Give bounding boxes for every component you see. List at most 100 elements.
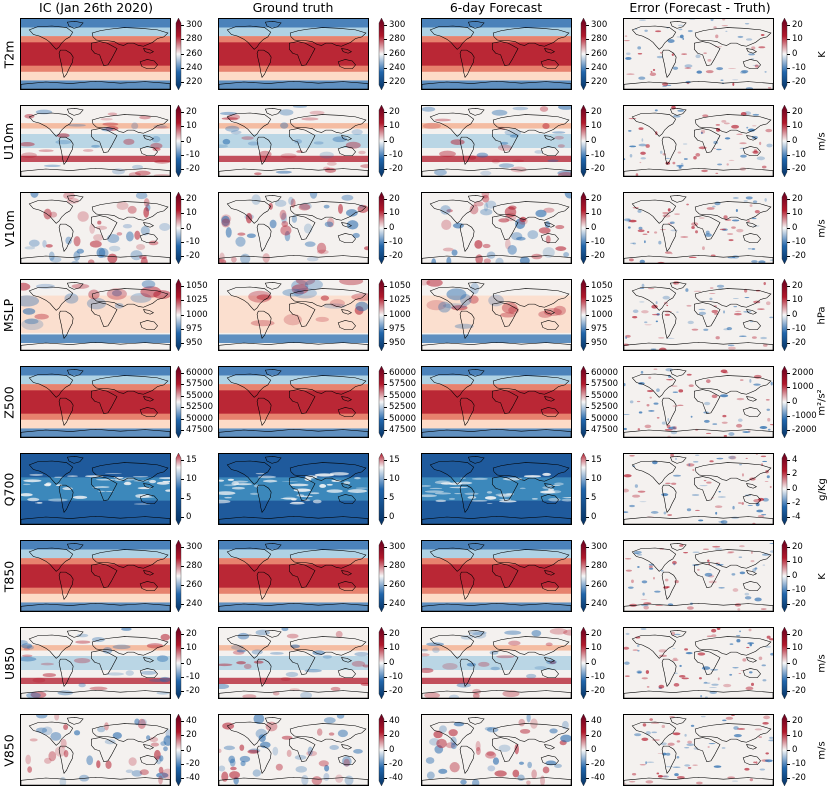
colorbar-tick-label: 10 [787,730,803,741]
colorbar [175,452,182,526]
colorbar [378,17,385,91]
colorbar-tick-label: 10 [586,474,602,484]
colorbar-tick-label: -10 [787,62,806,73]
colorbar-tick-label: 975 [383,323,406,334]
colorbar-tick-label: 20 [787,20,803,30]
row-label: T850 [1,540,17,612]
colorbar-tick-label: 55000 [585,390,619,401]
map-panel [421,279,572,351]
colorbar-tick-label: -20 [586,758,605,769]
colorbar-tick-label: -20 [384,164,403,174]
colorbar-tick-label: -20 [384,758,403,769]
unit-label: K [815,18,829,90]
colorbar [378,104,385,178]
colorbar-tick-label: 40 [586,716,602,726]
unit-label-text: K [816,50,828,58]
map-panel [623,18,774,90]
colorbar-tick-label: -10 [181,149,200,160]
row-label: MSLP [1,279,17,351]
unit-label: m/s [815,714,829,786]
colorbar-tick-label: 0 [383,657,395,668]
colorbar-tick-label: 50000 [585,413,619,424]
colorbar-tick-label: -10 [787,149,806,160]
colorbar [781,365,788,439]
colorbar [175,17,182,91]
colorbar-tick-label: 52500 [383,402,417,413]
column-title: Error (Forecast - Truth) [629,0,771,15]
map-panel [218,714,369,786]
column-title: IC (Jan 26th 2020) [39,0,153,15]
colorbar [378,191,385,265]
colorbar-tick-label: 20 [787,542,803,552]
colorbar-tick-label: 15 [181,455,197,465]
row-label-text: T2m [1,40,17,68]
colorbar-tick-label: 240 [383,599,406,609]
unit-label: m²/s² [815,366,829,438]
colorbar-tick-label: -10 [384,149,403,160]
colorbar-tick-label: 220 [180,77,203,87]
column-title: 6-day Forecast [449,0,543,15]
colorbar-tick-label: 950 [383,338,406,348]
colorbar-tick-label: -10 [787,584,806,595]
colorbar-tick-label: 15 [384,455,400,465]
map-panel [218,627,369,699]
colorbar [580,104,587,178]
colorbar-tick-label: -20 [787,599,806,609]
colorbar-tick-label: 0 [585,222,597,233]
colorbar-tick-label: 47500 [585,425,619,435]
colorbar-tick-label: 10 [787,208,803,219]
colorbar-tick-label: -20 [181,686,200,696]
map-panel [20,279,171,351]
colorbar [175,365,182,439]
colorbar-tick-label: -20 [181,758,200,769]
colorbar-tick-label: 20 [181,194,197,204]
column-title: Ground truth [252,0,334,15]
colorbar-tick-label: -10 [787,671,806,682]
colorbar-tick-label: 55000 [383,390,417,401]
colorbar-tick-label: -1000 [787,410,817,421]
colorbar-tick-label: 1000 [181,309,208,320]
colorbar-tick-label: 10 [787,121,803,132]
unit-label-text: m²/s² [816,388,828,416]
colorbar [175,278,182,352]
colorbar [580,626,587,700]
colorbar-tick-label: 280 [383,561,406,571]
colorbar-tick-label: 20 [181,629,197,639]
colorbar-tick-label: 0 [180,744,192,755]
row-label-text: Q700 [1,472,17,506]
colorbar [580,191,587,265]
colorbar-tick-label: 260 [383,580,406,590]
colorbar-tick-label: -20 [586,251,605,261]
colorbar-tick-label: 240 [383,62,406,73]
colorbar-tick-label: 300 [585,542,608,552]
colorbar-tick-label: 0 [585,512,597,522]
map-panel [20,366,171,438]
colorbar-tick-label: 0 [786,48,798,59]
colorbar-tick-label: 0 [786,483,798,494]
colorbar-tick-label: 10 [586,121,602,132]
colorbar-tick-label: -10 [586,149,605,160]
colorbar-tick-label: 975 [585,323,608,334]
colorbar-tick-label: 950 [585,338,608,348]
map-panel [623,192,774,264]
colorbar-tick-label: 10 [384,643,400,654]
colorbar-tick-label: -20 [586,164,605,174]
unit-label-text: m/s [816,131,828,151]
colorbar-tick-label: 300 [585,20,608,30]
colorbar [781,539,788,613]
colorbar [378,713,385,787]
row-label: T2m [1,18,17,90]
colorbar-tick-label: 2000 [787,368,814,378]
colorbar-tick-label: 57500 [383,379,417,390]
colorbar-tick-label: 0 [180,657,192,668]
map-panel [623,105,774,177]
colorbar-tick-label: -20 [787,77,806,87]
unit-label: g/Kg [815,453,829,525]
colorbar-tick-label: 0 [383,135,395,146]
map-panel [218,18,369,90]
colorbar [781,452,788,526]
colorbar [580,365,587,439]
colorbar-tick-label: 60000 [585,368,619,378]
colorbar-tick-label: 57500 [585,379,619,390]
map-panel [421,627,572,699]
